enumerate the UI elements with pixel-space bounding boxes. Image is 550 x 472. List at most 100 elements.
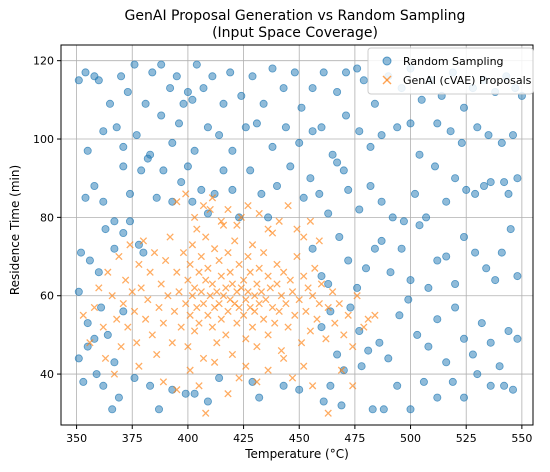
random-sampling-point xyxy=(188,197,197,206)
genai-proposal-point xyxy=(115,252,123,261)
genai-proposal-point xyxy=(335,299,343,308)
genai-proposal-point xyxy=(331,319,339,327)
random-sampling-point xyxy=(192,60,201,69)
genai-proposal-point xyxy=(277,346,286,355)
genai-proposal-point xyxy=(90,303,99,312)
random-sampling-point xyxy=(399,217,408,226)
legend-random-marker xyxy=(382,56,392,66)
genai-proposal-point xyxy=(182,299,190,308)
genai-proposal-point xyxy=(219,221,228,229)
genai-proposal-point xyxy=(210,245,219,253)
random-sampling-point xyxy=(279,381,288,390)
random-sampling-point xyxy=(90,181,99,190)
random-sampling-point xyxy=(353,64,362,73)
random-sampling-point xyxy=(181,389,190,398)
genai-proposal-point xyxy=(188,241,197,249)
random-sampling-point xyxy=(459,393,468,402)
random-sampling-point xyxy=(79,377,88,386)
genai-proposal-point xyxy=(273,260,281,269)
genai-proposal-point xyxy=(271,319,279,327)
random-sampling-point xyxy=(339,366,348,375)
genai-proposal-point xyxy=(99,323,107,331)
genai-proposal-point xyxy=(237,284,245,292)
genai-proposal-point xyxy=(224,307,232,316)
genai-proposal-point xyxy=(206,205,214,214)
genai-proposal-point xyxy=(222,331,230,339)
random-sampling-point xyxy=(103,330,112,339)
random-sampling-point xyxy=(146,381,155,390)
random-sampling-point xyxy=(101,225,110,234)
genai-proposal-point xyxy=(244,201,252,210)
random-sampling-point xyxy=(99,381,108,390)
random-sampling-point xyxy=(97,303,106,312)
x-tick-label: 475 xyxy=(344,432,365,445)
genai-proposal-point xyxy=(242,362,250,370)
random-sampling-point xyxy=(248,72,257,81)
random-sampling-point xyxy=(504,189,513,198)
x-axis-label: Temperature (°C) xyxy=(244,447,349,461)
genai-proposal-point xyxy=(177,323,185,331)
random-sampling-point xyxy=(497,138,506,147)
random-sampling-point xyxy=(384,354,393,363)
random-sampling-point xyxy=(210,189,219,198)
random-sampling-point xyxy=(168,138,177,147)
random-sampling-point xyxy=(346,303,355,312)
random-sampling-point xyxy=(290,68,299,77)
genai-proposal-point xyxy=(239,276,248,284)
random-sampling-point xyxy=(364,346,373,355)
genai-proposal-point xyxy=(360,323,368,331)
genai-proposal-point xyxy=(170,307,179,316)
random-sampling-point xyxy=(126,217,135,226)
random-sampling-point xyxy=(433,315,442,324)
genai-proposal-point xyxy=(168,339,176,347)
genai-proposal-point xyxy=(279,268,288,276)
random-sampling-point xyxy=(397,244,406,253)
genai-proposal-point xyxy=(188,292,197,300)
genai-proposal-point xyxy=(353,292,361,300)
random-sampling-point xyxy=(319,397,328,406)
genai-proposal-point xyxy=(113,315,121,323)
random-sampling-point xyxy=(513,174,522,183)
genai-proposal-point xyxy=(195,268,203,276)
genai-proposal-point xyxy=(197,252,205,261)
random-sampling-point xyxy=(410,189,419,198)
random-sampling-point xyxy=(508,385,517,394)
random-sampling-point xyxy=(74,76,83,85)
genai-proposal-point xyxy=(257,288,266,296)
random-sampling-point xyxy=(377,197,386,206)
genai-proposal-point xyxy=(349,382,357,390)
genai-proposal-point xyxy=(137,284,145,292)
x-tick-label: 375 xyxy=(122,432,143,445)
random-sampling-point xyxy=(375,338,384,347)
genai-proposal-point xyxy=(208,280,217,288)
genai-proposal-point xyxy=(148,331,156,339)
random-sampling-point xyxy=(513,272,522,281)
random-sampling-point xyxy=(324,279,333,288)
random-sampling-point xyxy=(422,213,431,222)
random-sampling-point xyxy=(123,88,132,97)
chart-title: GenAI Proposal Generation vs Random Samp… xyxy=(125,8,466,24)
random-sampling-point xyxy=(497,248,506,257)
random-sampling-point xyxy=(108,405,117,414)
legend-genai-marker xyxy=(382,75,392,85)
genai-proposal-point xyxy=(273,280,281,288)
random-sampling-point xyxy=(268,142,277,151)
genai-proposal-point xyxy=(268,303,277,312)
genai-proposal-point xyxy=(210,358,219,366)
genai-proposal-point xyxy=(284,323,292,331)
genai-proposal-point xyxy=(159,319,168,327)
random-sampling-point xyxy=(451,303,460,312)
random-sampling-point xyxy=(183,88,192,97)
genai-proposal-point xyxy=(208,323,217,331)
genai-proposal-point xyxy=(159,378,168,386)
random-sampling-point xyxy=(486,381,495,390)
random-sampling-point xyxy=(341,111,350,120)
random-sampling-point xyxy=(451,279,460,288)
genai-proposal-point xyxy=(217,315,225,323)
genai-proposal-point xyxy=(199,201,208,210)
genai-proposal-point xyxy=(124,323,132,331)
random-sampling-point xyxy=(308,127,317,136)
random-sampling-point xyxy=(99,197,108,206)
genai-proposal-point xyxy=(164,292,172,300)
